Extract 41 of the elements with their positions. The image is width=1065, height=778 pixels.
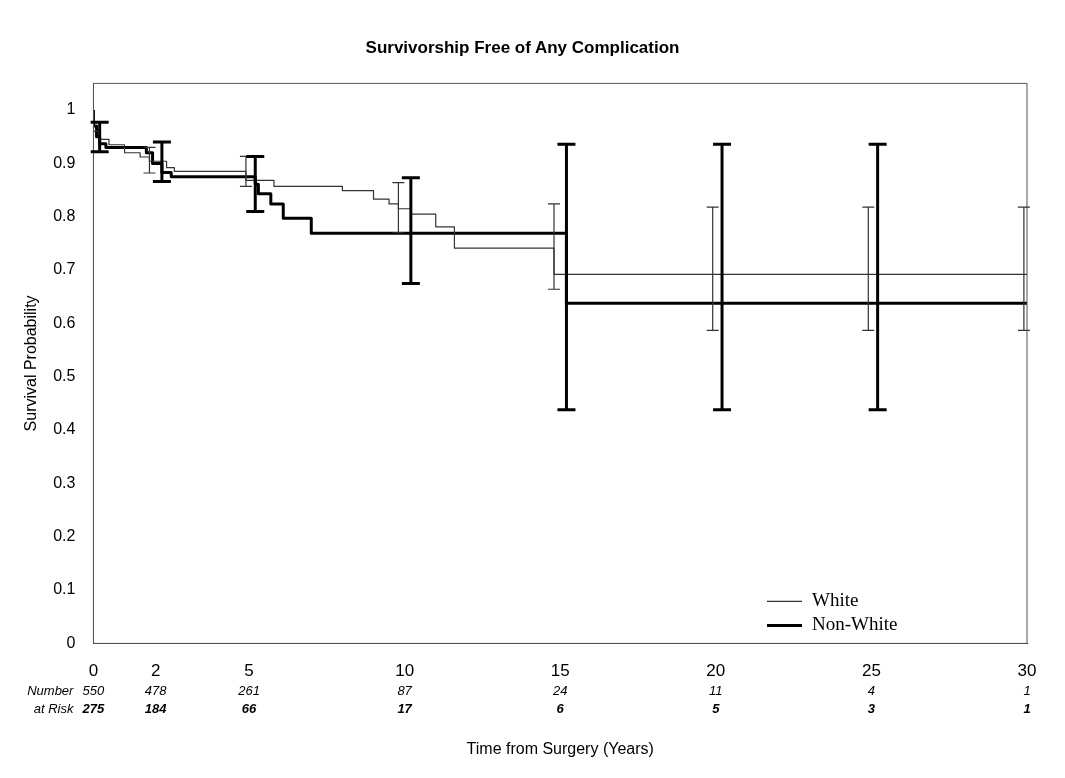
text: 5 xyxy=(712,700,721,716)
text: 478 xyxy=(144,683,168,699)
y-tick-label: 0.3 xyxy=(53,473,76,491)
y-tick-label: 0.5 xyxy=(53,367,76,385)
y-axis-title: Survival Probability xyxy=(22,295,40,432)
x-axis-title: Time from Surgery (Years) xyxy=(466,739,654,757)
x-tick-label: 5 xyxy=(244,661,254,681)
text: 1 xyxy=(1023,700,1031,716)
x-tick-label: 30 xyxy=(1017,661,1037,681)
text: 275 xyxy=(81,700,106,716)
y-tick-label: 0.8 xyxy=(53,207,76,225)
legend-label: White xyxy=(812,589,859,611)
legend-label: Non-White xyxy=(812,613,898,635)
y-tick-label: 0.4 xyxy=(53,420,76,438)
text: 87 xyxy=(397,683,413,699)
y-tick-label: 0.1 xyxy=(53,580,76,598)
y-tick-label: 0 xyxy=(66,633,76,651)
x-tick-label: 10 xyxy=(395,661,415,681)
text: 66 xyxy=(241,700,258,716)
y-tick-label: 0.6 xyxy=(53,313,76,331)
y-tick-label: 1 xyxy=(66,100,76,118)
chart-title: Survivorship Free of Any Complication xyxy=(365,37,680,57)
x-tick-label: 25 xyxy=(861,661,881,681)
x-tick-label: 15 xyxy=(550,661,570,681)
text: 550 xyxy=(82,683,106,699)
text: 1 xyxy=(1023,683,1031,699)
text: 184 xyxy=(144,700,168,716)
text: 11 xyxy=(709,683,723,699)
text: 261 xyxy=(237,683,260,699)
text: 3 xyxy=(867,700,876,716)
y-tick-label: 0.7 xyxy=(53,260,76,278)
text: Number at Risk xyxy=(27,683,75,717)
x-tick-label: 2 xyxy=(150,661,161,681)
text: 4 xyxy=(867,683,876,699)
text: 24 xyxy=(551,683,568,699)
x-tick-label: 20 xyxy=(706,661,726,681)
y-tick-label: 0.9 xyxy=(53,153,76,171)
text: 6 xyxy=(556,700,565,716)
text: 17 xyxy=(397,700,413,716)
x-tick-label: 0 xyxy=(88,661,99,681)
y-tick-label: 0.2 xyxy=(53,527,76,545)
